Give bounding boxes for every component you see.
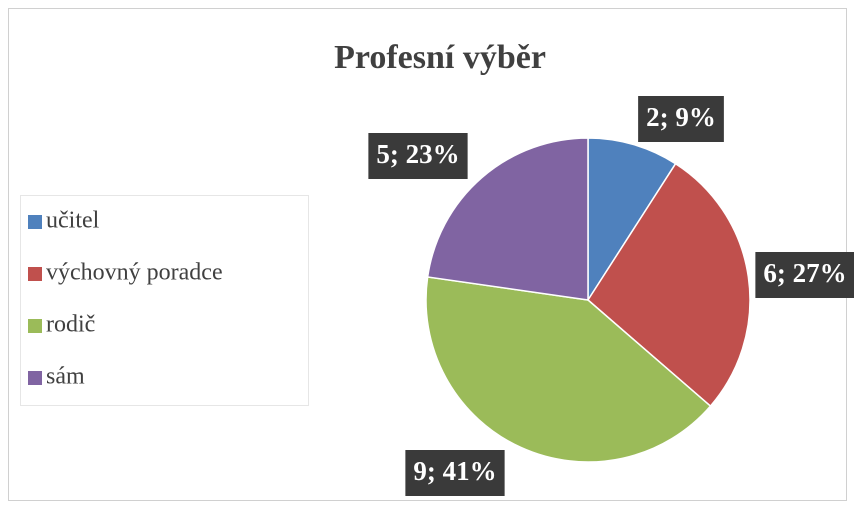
data-label: 6; 27% bbox=[763, 258, 846, 288]
legend-label: výchovný poradce bbox=[46, 260, 223, 286]
legend-label: sám bbox=[46, 364, 85, 390]
pie-slice bbox=[425, 276, 712, 463]
data-label: 2; 9% bbox=[646, 102, 716, 132]
legend-label: rodič bbox=[46, 312, 95, 338]
pie-slice bbox=[587, 137, 677, 303]
legend-box bbox=[20, 195, 309, 406]
pie-slice bbox=[587, 162, 751, 408]
legend-label: učitel bbox=[46, 208, 100, 234]
legend-swatch bbox=[28, 371, 42, 385]
chart-title: Profesní výběr bbox=[334, 39, 546, 76]
legend-swatch bbox=[28, 215, 42, 229]
data-label-box bbox=[755, 252, 854, 298]
pie-slice bbox=[426, 137, 589, 301]
legend-swatch bbox=[28, 319, 42, 333]
data-label: 9; 41% bbox=[413, 456, 496, 486]
data-label-box bbox=[405, 450, 505, 496]
data-label-box bbox=[638, 96, 724, 142]
data-label: 5; 23% bbox=[376, 139, 459, 169]
legend-swatch bbox=[28, 267, 42, 281]
data-label-box bbox=[368, 133, 468, 179]
